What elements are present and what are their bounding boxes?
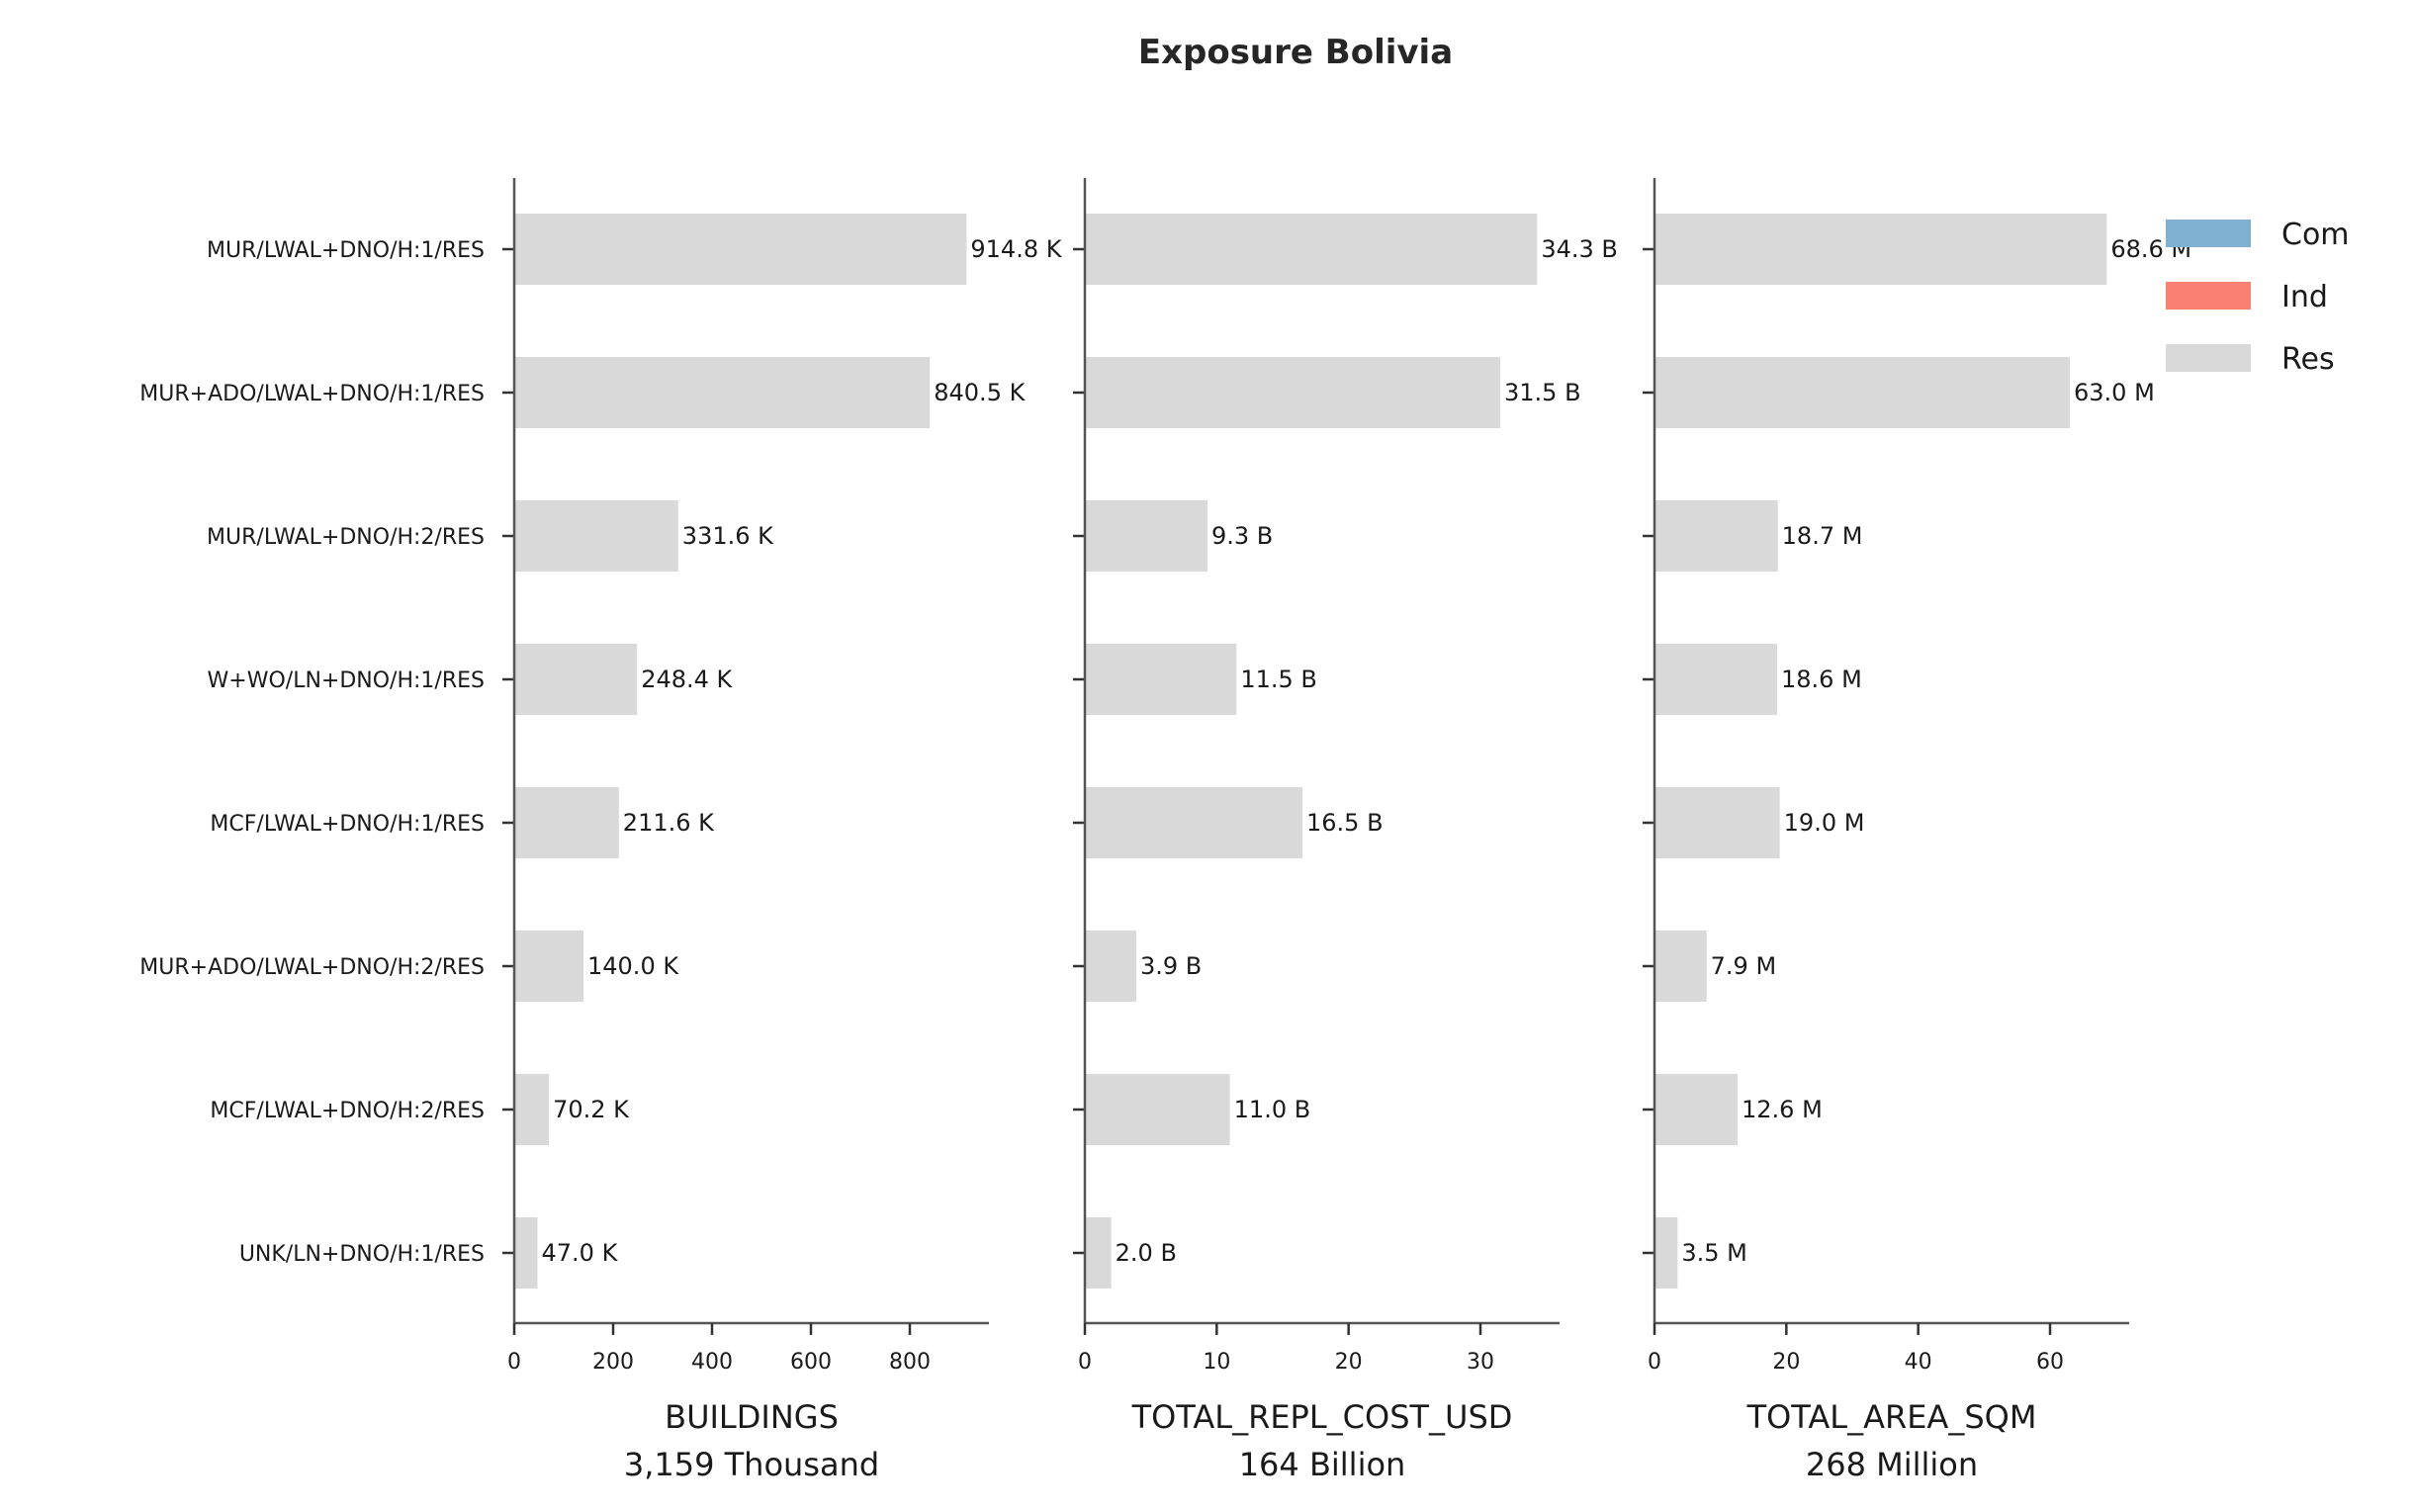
y-tick-label: MUR+ADO/LWAL+DNO/H:1/RES [139,382,485,406]
bar [1085,500,1207,572]
legend-label: Com [2281,218,2350,252]
bar [1654,931,1707,1002]
y-tick-label: MUR/LWAL+DNO/H:1/RES [207,238,485,263]
x-tick-label: 20 [1772,1350,1800,1375]
x-tick-label: 0 [1648,1350,1661,1375]
bar [514,357,931,428]
legend-swatch [2166,282,2251,310]
data-label: 140.0 K [587,952,679,980]
x-tick-label: 800 [889,1350,931,1375]
data-label: 331.6 K [682,522,774,550]
data-label: 840.5 K [934,379,1026,406]
legend: Com Ind Res [2166,218,2350,377]
bar [514,214,967,285]
x-axis-label: TOTAL_AREA_SQM [1746,1398,2037,1436]
bar [514,500,678,572]
bar [1085,931,1136,1002]
x-axis-total: 268 Million [1806,1446,1978,1483]
legend-swatch [2166,220,2251,247]
legend-label: Ind [2281,280,2328,314]
x-axis-total: 164 Billion [1239,1446,1406,1483]
x-tick-label: 0 [1078,1350,1092,1375]
bar [514,931,583,1002]
data-label: 9.3 B [1211,522,1273,550]
x-tick-label: 400 [691,1350,733,1375]
data-label: 70.2 K [553,1096,630,1123]
y-tick-label: UNK/LN+DNO/H:1/RES [239,1242,485,1267]
panel-3: 68.6 M63.0 M18.7 M18.6 M19.0 M7.9 M12.6 … [1643,178,2191,1483]
bar [1654,214,2107,285]
data-label: 11.0 B [1234,1096,1311,1123]
plot-area: 914.8 K 840.5 K 331.6 K 248.4 K 211.6 K 140.0… [139,178,2191,1483]
x-tick-label: 200 [592,1350,634,1375]
data-label: 3.9 B [1140,952,1202,980]
bar [1654,1217,1678,1289]
y-tick-label: MUR+ADO/LWAL+DNO/H:2/RES [139,955,485,980]
bar [1085,1074,1230,1145]
data-label: 16.5 B [1306,809,1384,837]
x-axis-label: BUILDINGS [665,1398,839,1436]
data-label: 47.0 K [542,1239,619,1267]
bar [1654,500,1778,572]
chart-title: Exposure Bolivia [1138,33,1453,72]
bar [514,787,619,858]
bar [1085,644,1237,715]
panel-2: 34.3 B 31.5 B 9.3 B 11.5 B 16.5 B 3.9 B 11.0 B… [1073,178,1618,1483]
bar [1085,787,1302,858]
panel-1: 914.8 K 840.5 K 331.6 K 248.4 K 211.6 K 140.0… [502,178,1063,1483]
bar [1654,1074,1738,1145]
x-tick-label: 0 [507,1350,521,1375]
data-label: 914.8 K [970,235,1062,263]
data-label: 211.6 K [623,809,715,837]
x-tick-label: 10 [1203,1350,1230,1375]
x-tick-label: 40 [1905,1350,1932,1375]
bar [1085,1217,1112,1289]
data-label: 12.6 M [1742,1096,1823,1123]
legend-swatch [2166,344,2251,372]
legend-label: Res [2281,342,2335,377]
y-tick-label: MCF/LWAL+DNO/H:1/RES [210,812,485,837]
bar [1654,357,2070,428]
data-label: 31.5 B [1504,379,1581,406]
y-tick-label: MCF/LWAL+DNO/H:2/RES [210,1099,485,1123]
y-tick-label: MUR/LWAL+DNO/H:2/RES [207,525,485,550]
data-label: 18.6 M [1781,666,1862,693]
bar [1085,214,1538,285]
data-label: 19.0 M [1784,809,1865,837]
bar [1085,357,1500,428]
data-label: 3.5 M [1681,1239,1747,1267]
bar [514,1074,550,1145]
bar [514,1217,538,1289]
data-label: 7.9 M [1711,952,1777,980]
bar [1654,787,1780,858]
data-label: 11.5 B [1240,666,1317,693]
x-axis-label: TOTAL_REPL_COST_USD [1131,1398,1513,1436]
x-tick-label: 20 [1335,1350,1363,1375]
bar [1654,644,1777,715]
data-label: 18.7 M [1782,522,1863,550]
data-label: 34.3 B [1541,235,1618,263]
x-axis-total: 3,159 Thousand [624,1446,879,1483]
bar [514,644,638,715]
data-label: 248.4 K [641,666,733,693]
x-tick-label: 60 [2036,1350,2064,1375]
data-label: 63.0 M [2074,379,2155,406]
x-tick-label: 600 [790,1350,832,1375]
y-tick-label: W+WO/LN+DNO/H:1/RES [208,668,485,693]
data-label: 2.0 B [1116,1239,1177,1267]
x-tick-label: 30 [1467,1350,1494,1375]
